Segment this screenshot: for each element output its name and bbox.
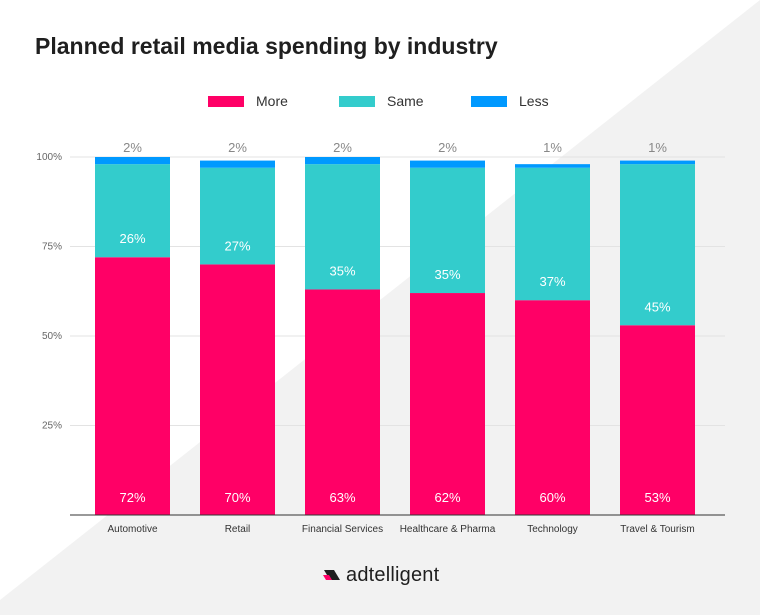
bar-more: [305, 289, 380, 515]
data-label-less: 2%: [333, 140, 352, 155]
bar-less: [95, 157, 170, 165]
bar-less: [200, 160, 275, 168]
x-tick-label: Retail: [225, 524, 251, 535]
data-label-less: 1%: [648, 140, 667, 155]
data-label-less: 2%: [228, 140, 247, 155]
bar-same: [410, 167, 485, 294]
y-tick-label: 25%: [42, 421, 62, 432]
legend: More Same Less: [0, 92, 760, 110]
brand-name: adtelligent: [346, 563, 440, 586]
data-label-more: 53%: [644, 490, 670, 505]
legend-label-same: Same: [387, 93, 424, 109]
data-label-less: 2%: [438, 140, 457, 155]
data-label-more: 72%: [119, 490, 145, 505]
bar-same: [305, 164, 380, 290]
bar-less: [620, 160, 695, 165]
brand-logo: adtelligent: [322, 562, 439, 588]
legend-label-more: More: [256, 93, 288, 109]
x-tick-label: Healthcare & Pharma: [400, 524, 496, 535]
data-label-same: 35%: [329, 263, 355, 278]
bar-same: [200, 167, 275, 265]
data-label-less: 1%: [543, 140, 562, 155]
legend-label-less: Less: [519, 93, 549, 109]
legend-item-more: More: [208, 92, 288, 110]
chart-title: Planned retail media spending by industr…: [35, 33, 498, 59]
data-label-same: 27%: [224, 238, 250, 253]
legend-swatch-same: [339, 95, 375, 107]
legend-swatch-more: [208, 95, 244, 107]
legend-item-less: Less: [471, 92, 549, 110]
bar-same: [620, 164, 695, 326]
x-tick-label: Travel & Tourism: [620, 524, 694, 535]
bar-more: [95, 257, 170, 515]
data-label-more: 70%: [224, 490, 250, 505]
data-label-more: 60%: [539, 490, 565, 505]
y-tick-label: 50%: [42, 331, 62, 342]
bar-same: [95, 164, 170, 258]
data-label-more: 62%: [434, 490, 460, 505]
data-label-same: 26%: [119, 231, 145, 246]
x-tick-label: Financial Services: [302, 524, 383, 535]
data-label-less: 2%: [123, 140, 142, 155]
bar-same: [515, 167, 590, 301]
data-label-same: 35%: [434, 267, 460, 282]
data-label-more: 63%: [329, 490, 355, 505]
x-tick-label: Automotive: [107, 524, 157, 535]
bar-more: [515, 300, 590, 515]
stacked-bar-chart: 25% 50% 75% 100% 72% 26% 2% Automotive 70% 27% 2% R…: [36, 140, 725, 535]
bar-more: [410, 293, 485, 515]
bar-less: [305, 157, 380, 165]
data-label-same: 37%: [539, 274, 565, 289]
data-label-same: 45%: [644, 299, 670, 314]
y-tick-label: 100%: [36, 152, 62, 163]
bar-more: [200, 264, 275, 515]
bar-more: [620, 325, 695, 515]
bar-less: [410, 160, 485, 168]
y-tick-label: 75%: [42, 242, 62, 253]
legend-swatch-less: [471, 95, 507, 107]
logo-mark-icon: [323, 570, 340, 580]
bar-less: [515, 164, 590, 168]
x-tick-label: Technology: [527, 524, 578, 535]
legend-item-same: Same: [339, 92, 424, 110]
